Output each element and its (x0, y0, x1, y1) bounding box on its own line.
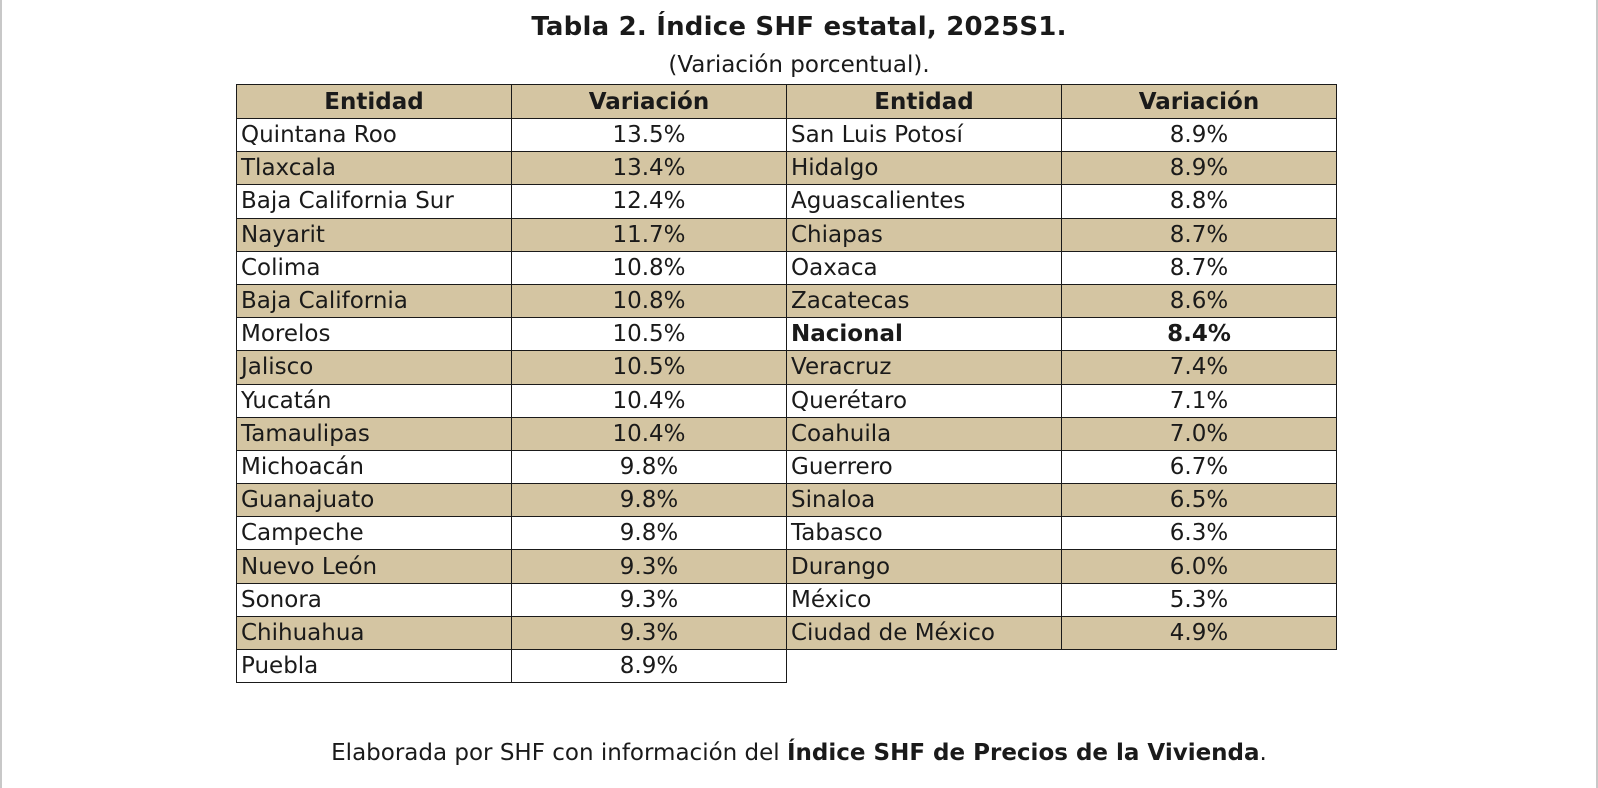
entity-name: México (786, 582, 1062, 617)
table-row: Tlaxcala 13.4% Hidalgo 8.9% (236, 151, 1337, 186)
entity-name: Sinaloa (786, 483, 1062, 518)
entity-name: Guerrero (786, 449, 1062, 485)
table-row: Michoacán 9.8% Guerrero 6.7% (236, 449, 1337, 485)
entity-value: 8.6% (1061, 283, 1337, 319)
page-edge-right (1596, 0, 1598, 788)
table-row: Yucatán 10.4% Querétaro 7.1% (236, 383, 1337, 418)
table-row: Guanajuato 9.8% Sinaloa 6.5% (236, 483, 1337, 518)
entity-value: 11.7% (511, 217, 787, 252)
entity-value: 4.9% (1061, 615, 1337, 651)
entity-value: 10.8% (511, 283, 787, 319)
header-variacion-left: Variación (511, 84, 787, 119)
table-row: Quintana Roo 13.5% San Luis Potosí 8.9% (236, 117, 1337, 153)
entity-value: 10.5% (511, 317, 787, 352)
empty-cell (1062, 650, 1337, 683)
entity-value: 8.9% (511, 648, 787, 684)
entity-value: 7.4% (1061, 350, 1337, 385)
table-row: Campeche 9.8% Tabasco 6.3% (236, 516, 1337, 551)
header-entidad-left: Entidad (236, 84, 512, 119)
source-note-strong: Índice SHF de Precios de la Vivienda (787, 740, 1260, 766)
table-row: Chihuahua 9.3% Ciudad de México 4.9% (236, 615, 1337, 651)
entity-value: 8.9% (1061, 117, 1337, 153)
entity-name: Baja California Sur (236, 184, 512, 219)
entity-value: 10.4% (511, 416, 787, 451)
entity-value: 6.0% (1061, 549, 1337, 584)
entity-name: Tabasco (786, 516, 1062, 551)
table-row: Baja California 10.8% Zacatecas 8.6% (236, 283, 1337, 319)
entity-value: 9.3% (511, 549, 787, 584)
state-index-table: Entidad Variación Entidad Variación Quin… (236, 84, 1337, 684)
entity-value: 9.3% (511, 615, 787, 651)
empty-cell (787, 650, 1062, 683)
entity-name: Michoacán (236, 449, 512, 485)
entity-name: Oaxaca (786, 250, 1062, 285)
entity-name: Yucatán (236, 383, 512, 418)
entity-value: 8.7% (1061, 217, 1337, 252)
page-edge-left (0, 0, 2, 788)
table-row: Nayarit 11.7% Chiapas 8.7% (236, 217, 1337, 252)
entity-name: Durango (786, 549, 1062, 584)
table-subtitle: (Variación porcentual). (668, 52, 930, 78)
header-row: Entidad Variación Entidad Variación (236, 84, 1337, 119)
entity-value: 6.3% (1061, 516, 1337, 551)
header-entidad-right: Entidad (786, 84, 1062, 119)
entity-value: 8.7% (1061, 250, 1337, 285)
entity-name: Campeche (236, 516, 512, 551)
source-note: Elaborada por SHF con información del Ín… (0, 740, 1598, 766)
entity-value: 8.8% (1061, 184, 1337, 219)
entity-value: 13.4% (511, 151, 787, 186)
entity-value: 10.4% (511, 383, 787, 418)
entity-name: Veracruz (786, 350, 1062, 385)
entity-name: Tamaulipas (236, 416, 512, 451)
entity-value: 13.5% (511, 117, 787, 153)
source-note-prefix: Elaborada por SHF con información del (331, 740, 787, 766)
entity-name: Chiapas (786, 217, 1062, 252)
entity-value: 9.8% (511, 516, 787, 551)
table-row: Puebla 8.9% (236, 648, 1337, 684)
entity-name: Guanajuato (236, 483, 512, 518)
entity-name: Aguascalientes (786, 184, 1062, 219)
national-value: 8.4% (1061, 317, 1337, 352)
table-row: Morelos 10.5% Nacional 8.4% (236, 317, 1337, 352)
entity-value: 8.9% (1061, 151, 1337, 186)
entity-value: 12.4% (511, 184, 787, 219)
entity-value: 9.8% (511, 449, 787, 485)
entity-value: 6.7% (1061, 449, 1337, 485)
table-title: Tabla 2. Índice SHF estatal, 2025S1. (531, 12, 1067, 42)
table-row: Jalisco 10.5% Veracruz 7.4% (236, 350, 1337, 385)
entity-value: 7.0% (1061, 416, 1337, 451)
entity-name: Puebla (236, 648, 512, 684)
entity-name: San Luis Potosí (786, 117, 1062, 153)
entity-name: Hidalgo (786, 151, 1062, 186)
entity-name: Nayarit (236, 217, 512, 252)
entity-name: Nuevo León (236, 549, 512, 584)
entity-name: Querétaro (786, 383, 1062, 418)
entity-name: Chihuahua (236, 615, 512, 651)
national-name: Nacional (786, 317, 1062, 352)
header-variacion-right: Variación (1061, 84, 1337, 119)
entity-value: 9.8% (511, 483, 787, 518)
entity-name: Zacatecas (786, 283, 1062, 319)
entity-value: 9.3% (511, 582, 787, 617)
entity-name: Baja California (236, 283, 512, 319)
entity-name: Ciudad de México (786, 615, 1062, 651)
source-note-suffix: . (1259, 740, 1267, 766)
entity-value: 10.8% (511, 250, 787, 285)
table-row: Sonora 9.3% México 5.3% (236, 582, 1337, 617)
entity-value: 7.1% (1061, 383, 1337, 418)
entity-value: 10.5% (511, 350, 787, 385)
entity-name: Quintana Roo (236, 117, 512, 153)
table-row: Baja California Sur 12.4% Aguascalientes… (236, 184, 1337, 219)
entity-value: 6.5% (1061, 483, 1337, 518)
table-row: Colima 10.8% Oaxaca 8.7% (236, 250, 1337, 285)
entity-name: Jalisco (236, 350, 512, 385)
entity-name: Coahuila (786, 416, 1062, 451)
table-row: Nuevo León 9.3% Durango 6.0% (236, 549, 1337, 584)
table-row: Tamaulipas 10.4% Coahuila 7.0% (236, 416, 1337, 451)
entity-name: Tlaxcala (236, 151, 512, 186)
entity-name: Colima (236, 250, 512, 285)
entity-value: 5.3% (1061, 582, 1337, 617)
entity-name: Morelos (236, 317, 512, 352)
entity-name: Sonora (236, 582, 512, 617)
